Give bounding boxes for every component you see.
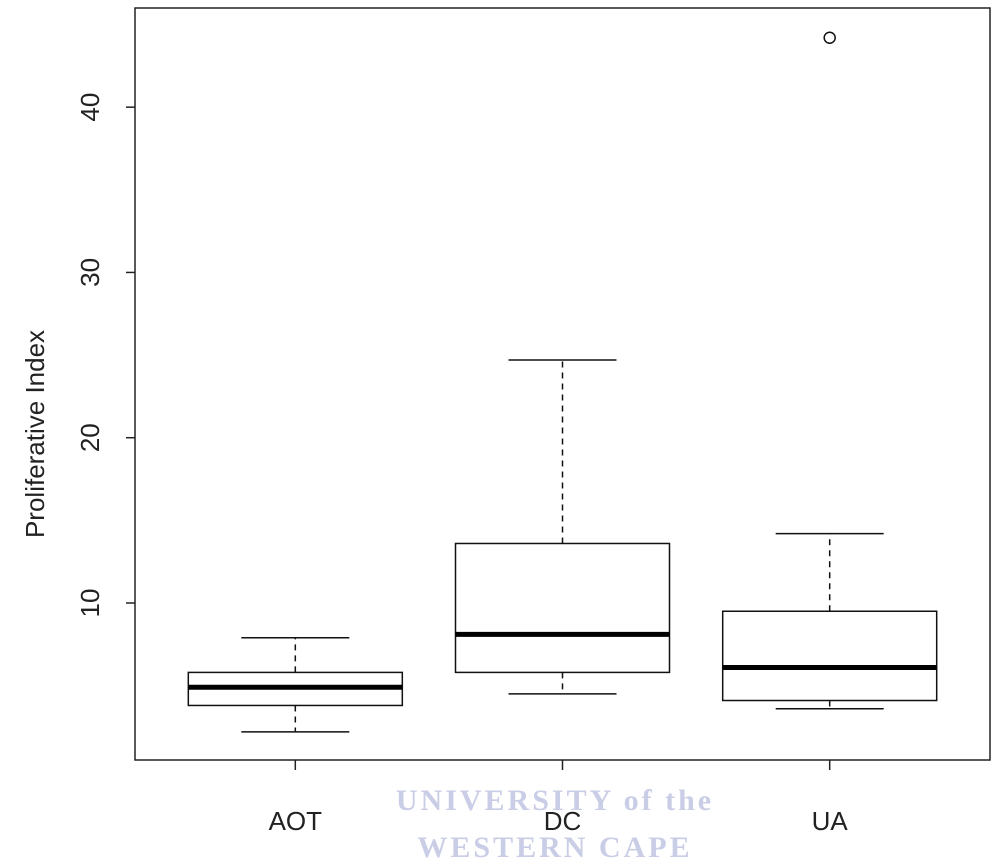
y-axis-label: Proliferative Index [20,330,50,538]
outlier [823,31,836,44]
y-tick-label: 40 [75,93,105,122]
x-tick-label: AOT [269,806,323,836]
box [721,610,938,702]
x-tick-label: DC [544,806,582,836]
y-tick-label: 20 [75,423,105,452]
y-tick-label: 30 [75,258,105,287]
watermark-line: UNIVERSITY of the [396,784,714,817]
y-tick-label: 10 [75,589,105,618]
box [454,542,671,674]
x-tick-label: UA [812,806,849,836]
watermark-line: WESTERN CAPE [417,831,692,863]
